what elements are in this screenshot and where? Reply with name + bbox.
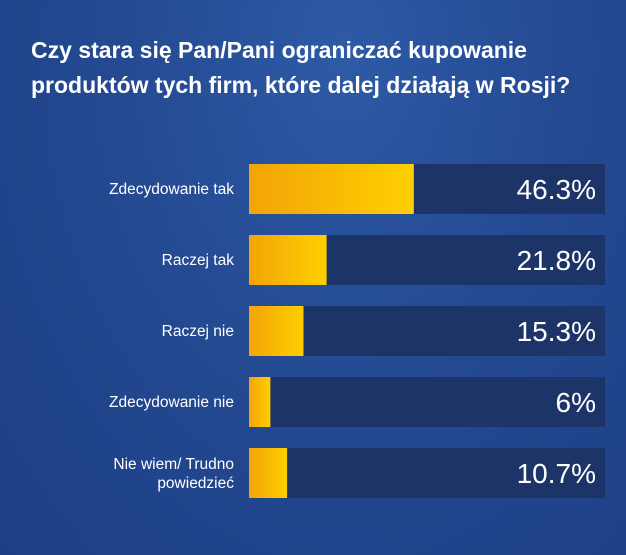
value-label: 21.8% bbox=[517, 245, 596, 276]
bar bbox=[249, 377, 271, 427]
bar bbox=[249, 235, 327, 285]
category-label: Raczej nie bbox=[162, 323, 234, 340]
category-label: Raczej tak bbox=[162, 252, 235, 269]
bar bbox=[249, 164, 414, 214]
category-label: Nie wiem/ Trudno powiedzieć bbox=[113, 456, 234, 492]
bar bbox=[249, 448, 288, 498]
category-label: Zdecydowanie tak bbox=[109, 181, 234, 198]
value-label: 6% bbox=[556, 387, 596, 418]
value-label: 46.3% bbox=[517, 174, 596, 205]
value-label: 15.3% bbox=[517, 316, 596, 347]
bar-track bbox=[249, 448, 605, 498]
value-label: 10.7% bbox=[517, 458, 596, 489]
bar bbox=[249, 306, 304, 356]
category-label: Zdecydowanie nie bbox=[109, 394, 234, 411]
bar-track bbox=[249, 377, 605, 427]
chart-title: Czy stara się Pan/Pani ograniczać kupowa… bbox=[31, 37, 571, 98]
bar-track bbox=[249, 306, 605, 356]
